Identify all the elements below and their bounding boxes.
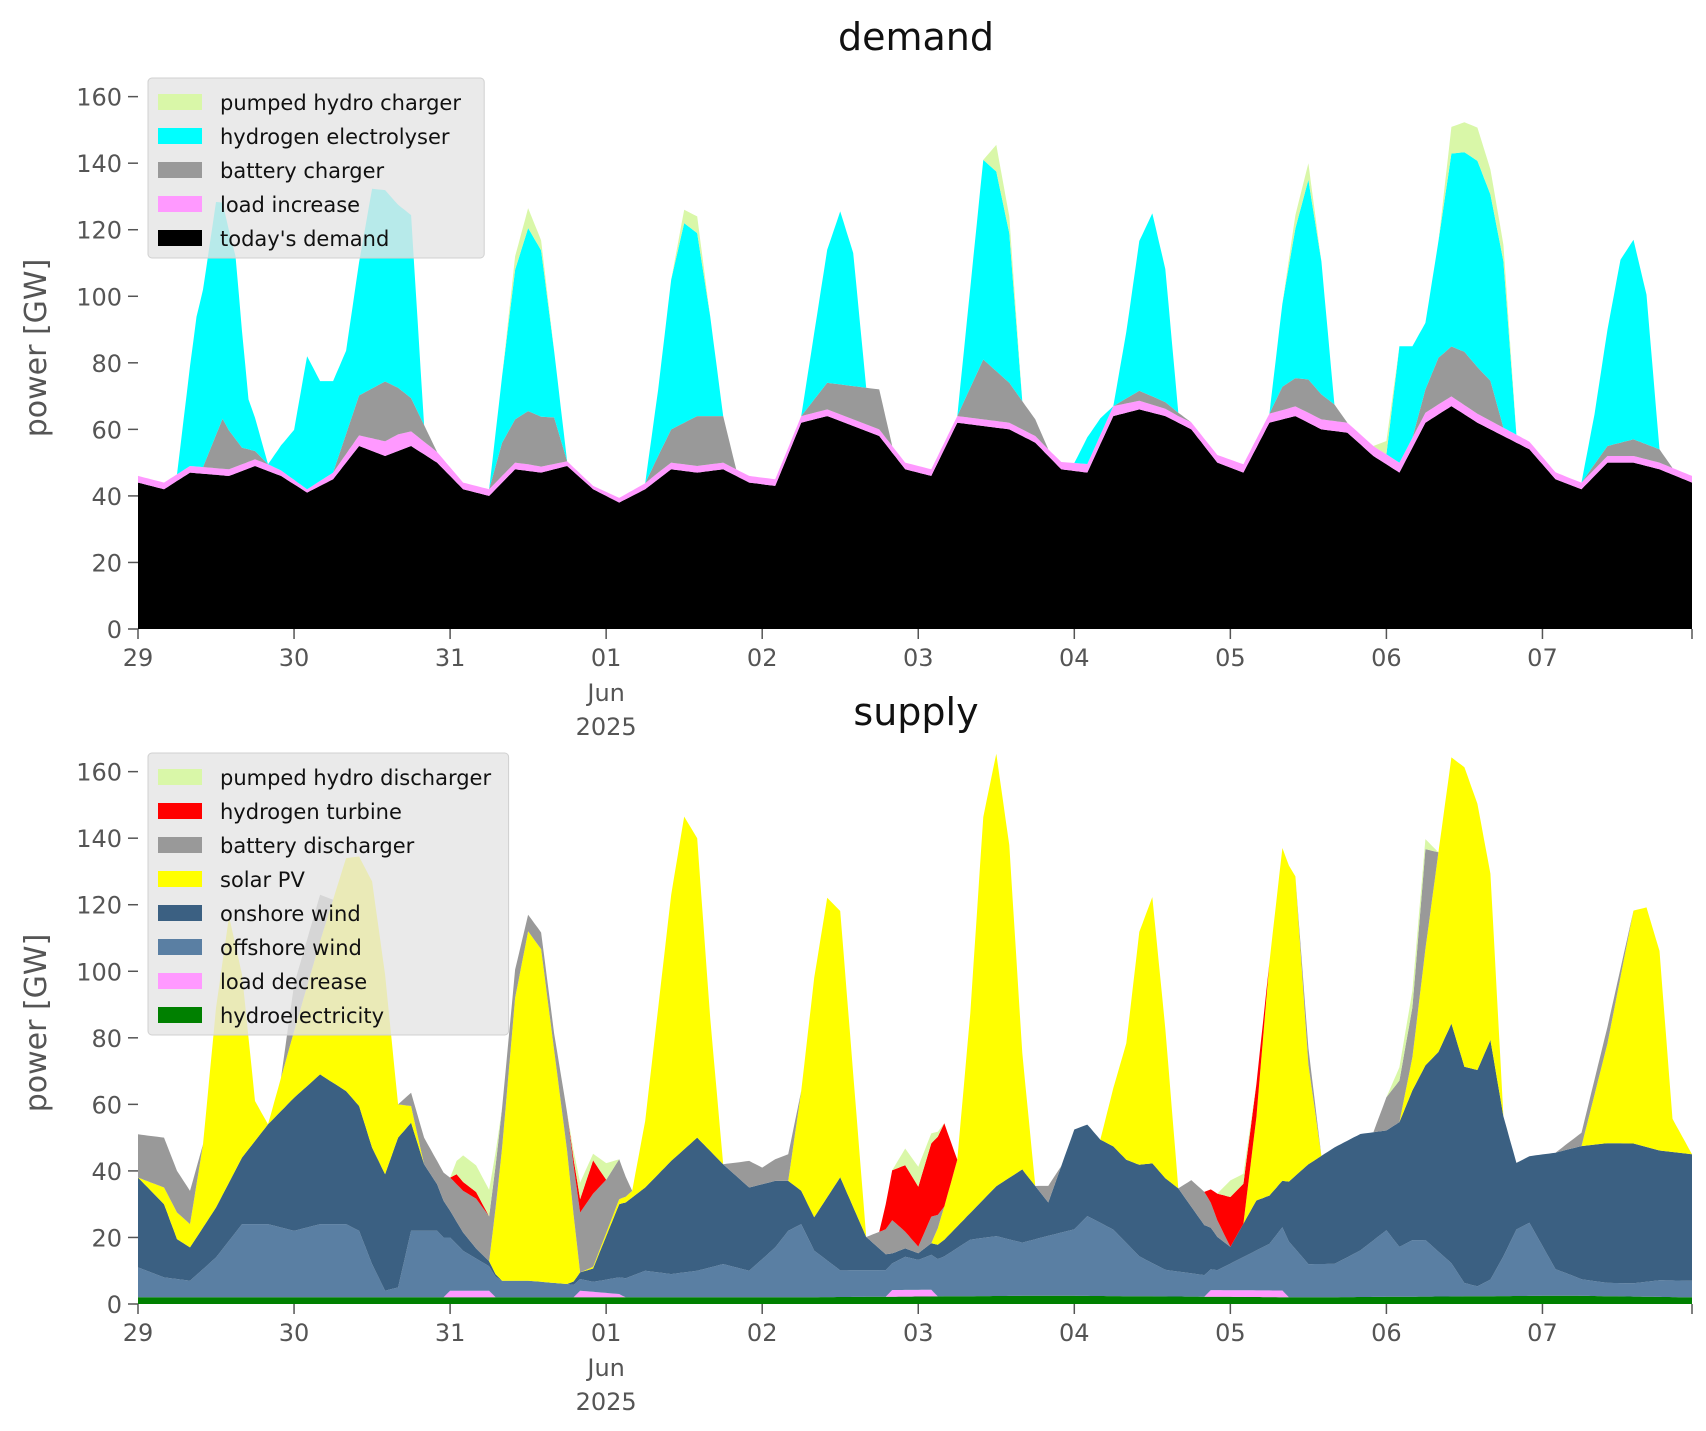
demand-ytick-label: 40: [91, 483, 122, 511]
demand-ylabel: power [GW]: [19, 259, 54, 438]
demand-axes: 0 20 40 60 80 100 120 140 160 29 30 31 01 Jun 2025 02 03…: [76, 84, 1693, 741]
supply-legend-label-onshore-wind: onshore wind: [220, 902, 361, 926]
demand-area-battery-charger: [138, 346, 1692, 498]
demand-title: demand: [838, 15, 994, 59]
supply-area-hydroelectricity: [138, 1295, 1692, 1304]
demand-legend-label-load-increase: load increase: [220, 193, 360, 217]
supply-legend-swatch-onshore-wind: [158, 905, 202, 921]
supply-ytick-label: 140: [76, 825, 122, 853]
supply-legend-label-hydrogen-turbine: hydrogen turbine: [220, 800, 402, 824]
supply-xtick-label: 30: [279, 1319, 310, 1347]
demand-legend-label-hydrogen-electrolyser: hydrogen electrolyser: [220, 125, 450, 149]
supply-ytick-label: 120: [76, 892, 122, 920]
supply-legend-swatch-hydroelectricity: [158, 1007, 202, 1023]
demand-ytick-label: 160: [76, 84, 122, 112]
demand-xtick-label: 07: [1527, 644, 1558, 672]
supply-xtick-sublabel: Jun: [585, 1354, 625, 1382]
demand-xtick-label: 01: [591, 644, 622, 672]
demand-areas: [138, 122, 1692, 629]
supply-legend-swatch-load-decrease: [158, 973, 202, 989]
demand-xtick-label: 29: [123, 644, 154, 672]
supply-area-offshore-wind: [138, 1216, 1692, 1298]
supply-legend-label-offshore-wind: offshore wind: [220, 936, 362, 960]
demand-ytick-label: 120: [76, 217, 122, 245]
demand-area-hydrogen-electrolyser: [138, 152, 1692, 498]
supply-xtick-label: 02: [747, 1319, 778, 1347]
supply-area-onshore-wind: [138, 1023, 1692, 1291]
demand-area-today-s-demand: [138, 406, 1692, 629]
supply-xtick-label: 05: [1215, 1319, 1246, 1347]
demand-ytick-label: 80: [91, 350, 122, 378]
supply-xtick-label: 04: [1059, 1319, 1090, 1347]
demand-xtick-label: 04: [1059, 644, 1090, 672]
demand-xtick-label: 03: [903, 644, 934, 672]
demand-legend-box: [147, 77, 485, 259]
demand-xtick-sublabel: Jun: [585, 679, 625, 707]
supply-area-load-decrease: [138, 1289, 1692, 1298]
supply-xtick-label: 07: [1527, 1319, 1558, 1347]
supply-legend-swatch-solar-pv: [158, 871, 202, 887]
supply-axes: 0 20 40 60 80 100 120 140 160 29 30 31 01 Jun 2025 02 03…: [76, 759, 1693, 1416]
demand-xtick-label: 31: [435, 644, 466, 672]
supply-xtick-label: 06: [1371, 1319, 1402, 1347]
demand-legend[interactable]: pumped hydro charger hydrogen electrolyse…: [147, 77, 485, 259]
supply-legend-swatch-pumped-hydro-discharger: [158, 769, 202, 785]
demand-ytick-label: 140: [76, 150, 122, 178]
demand-legend-swatch-load-increase: [158, 196, 202, 212]
supply-legend-label-hydroelectricity: hydroelectricity: [220, 1004, 384, 1028]
supply-ytick-label: 60: [91, 1091, 122, 1119]
supply-ytick-label: 100: [76, 958, 122, 986]
demand-xtick-label: 05: [1215, 644, 1246, 672]
demand-xtick-label: 06: [1371, 644, 1402, 672]
supply-panel: supply power [GW] 0204060801001201401602…: [19, 690, 1693, 1416]
supply-legend-swatch-hydrogen-turbine: [158, 803, 202, 819]
supply-xtick-sublabel: 2025: [576, 1388, 637, 1416]
supply-legend-label-load-decrease: load decrease: [220, 970, 367, 994]
supply-xtick-label: 03: [903, 1319, 934, 1347]
supply-ytick-label: 40: [91, 1158, 122, 1186]
demand-ytick-label: 100: [76, 283, 122, 311]
demand-xtick-sublabel: 2025: [576, 713, 637, 741]
supply-legend-swatch-offshore-wind: [158, 939, 202, 955]
supply-legend-label-solar-pv: solar PV: [220, 868, 305, 892]
supply-ytick-label: 160: [76, 759, 122, 787]
supply-legend-swatch-battery-discharger: [158, 837, 202, 853]
demand-legend-label-today-s-demand: today's demand: [220, 227, 389, 251]
supply-title: supply: [853, 690, 978, 734]
supply-legend[interactable]: pumped hydro discharger hydrogen turbine b…: [147, 752, 510, 1036]
supply-legend-label-pumped-hydro-discharger: pumped hydro discharger: [220, 766, 491, 790]
demand-legend-swatch-battery-charger: [158, 162, 202, 178]
supply-xtick-label: 29: [123, 1319, 154, 1347]
supply-areas: [138, 753, 1692, 1304]
demand-xtick-label: 02: [747, 644, 778, 672]
demand-legend-label-pumped-hydro-charger: pumped hydro charger: [220, 91, 461, 115]
supply-ytick-label: 20: [91, 1224, 122, 1252]
demand-legend-swatch-today-s-demand: [158, 230, 202, 246]
demand-ytick-label: 0: [107, 616, 122, 644]
supply-ytick-label: 80: [91, 1025, 122, 1053]
demand-ytick-label: 60: [91, 416, 122, 444]
supply-xtick-label: 31: [435, 1319, 466, 1347]
supply-legend-label-battery-discharger: battery discharger: [220, 834, 415, 858]
supply-area-solar-pv: [138, 753, 1692, 1284]
supply-ytick-label: 0: [107, 1291, 122, 1319]
supply-legend-box: [147, 752, 510, 1036]
demand-legend-swatch-hydrogen-electrolyser: [158, 128, 202, 144]
demand-area-pumped-hydro-charger: [138, 122, 1692, 498]
demand-legend-label-battery-charger: battery charger: [220, 159, 385, 183]
demand-panel: demand power [GW] 0204060801001201401602…: [19, 15, 1693, 741]
demand-xtick-label: 30: [279, 644, 310, 672]
supply-ylabel: power [GW]: [19, 934, 54, 1113]
demand-legend-swatch-pumped-hydro-charger: [158, 94, 202, 110]
demand-ytick-label: 20: [91, 549, 122, 577]
supply-xtick-label: 01: [591, 1319, 622, 1347]
